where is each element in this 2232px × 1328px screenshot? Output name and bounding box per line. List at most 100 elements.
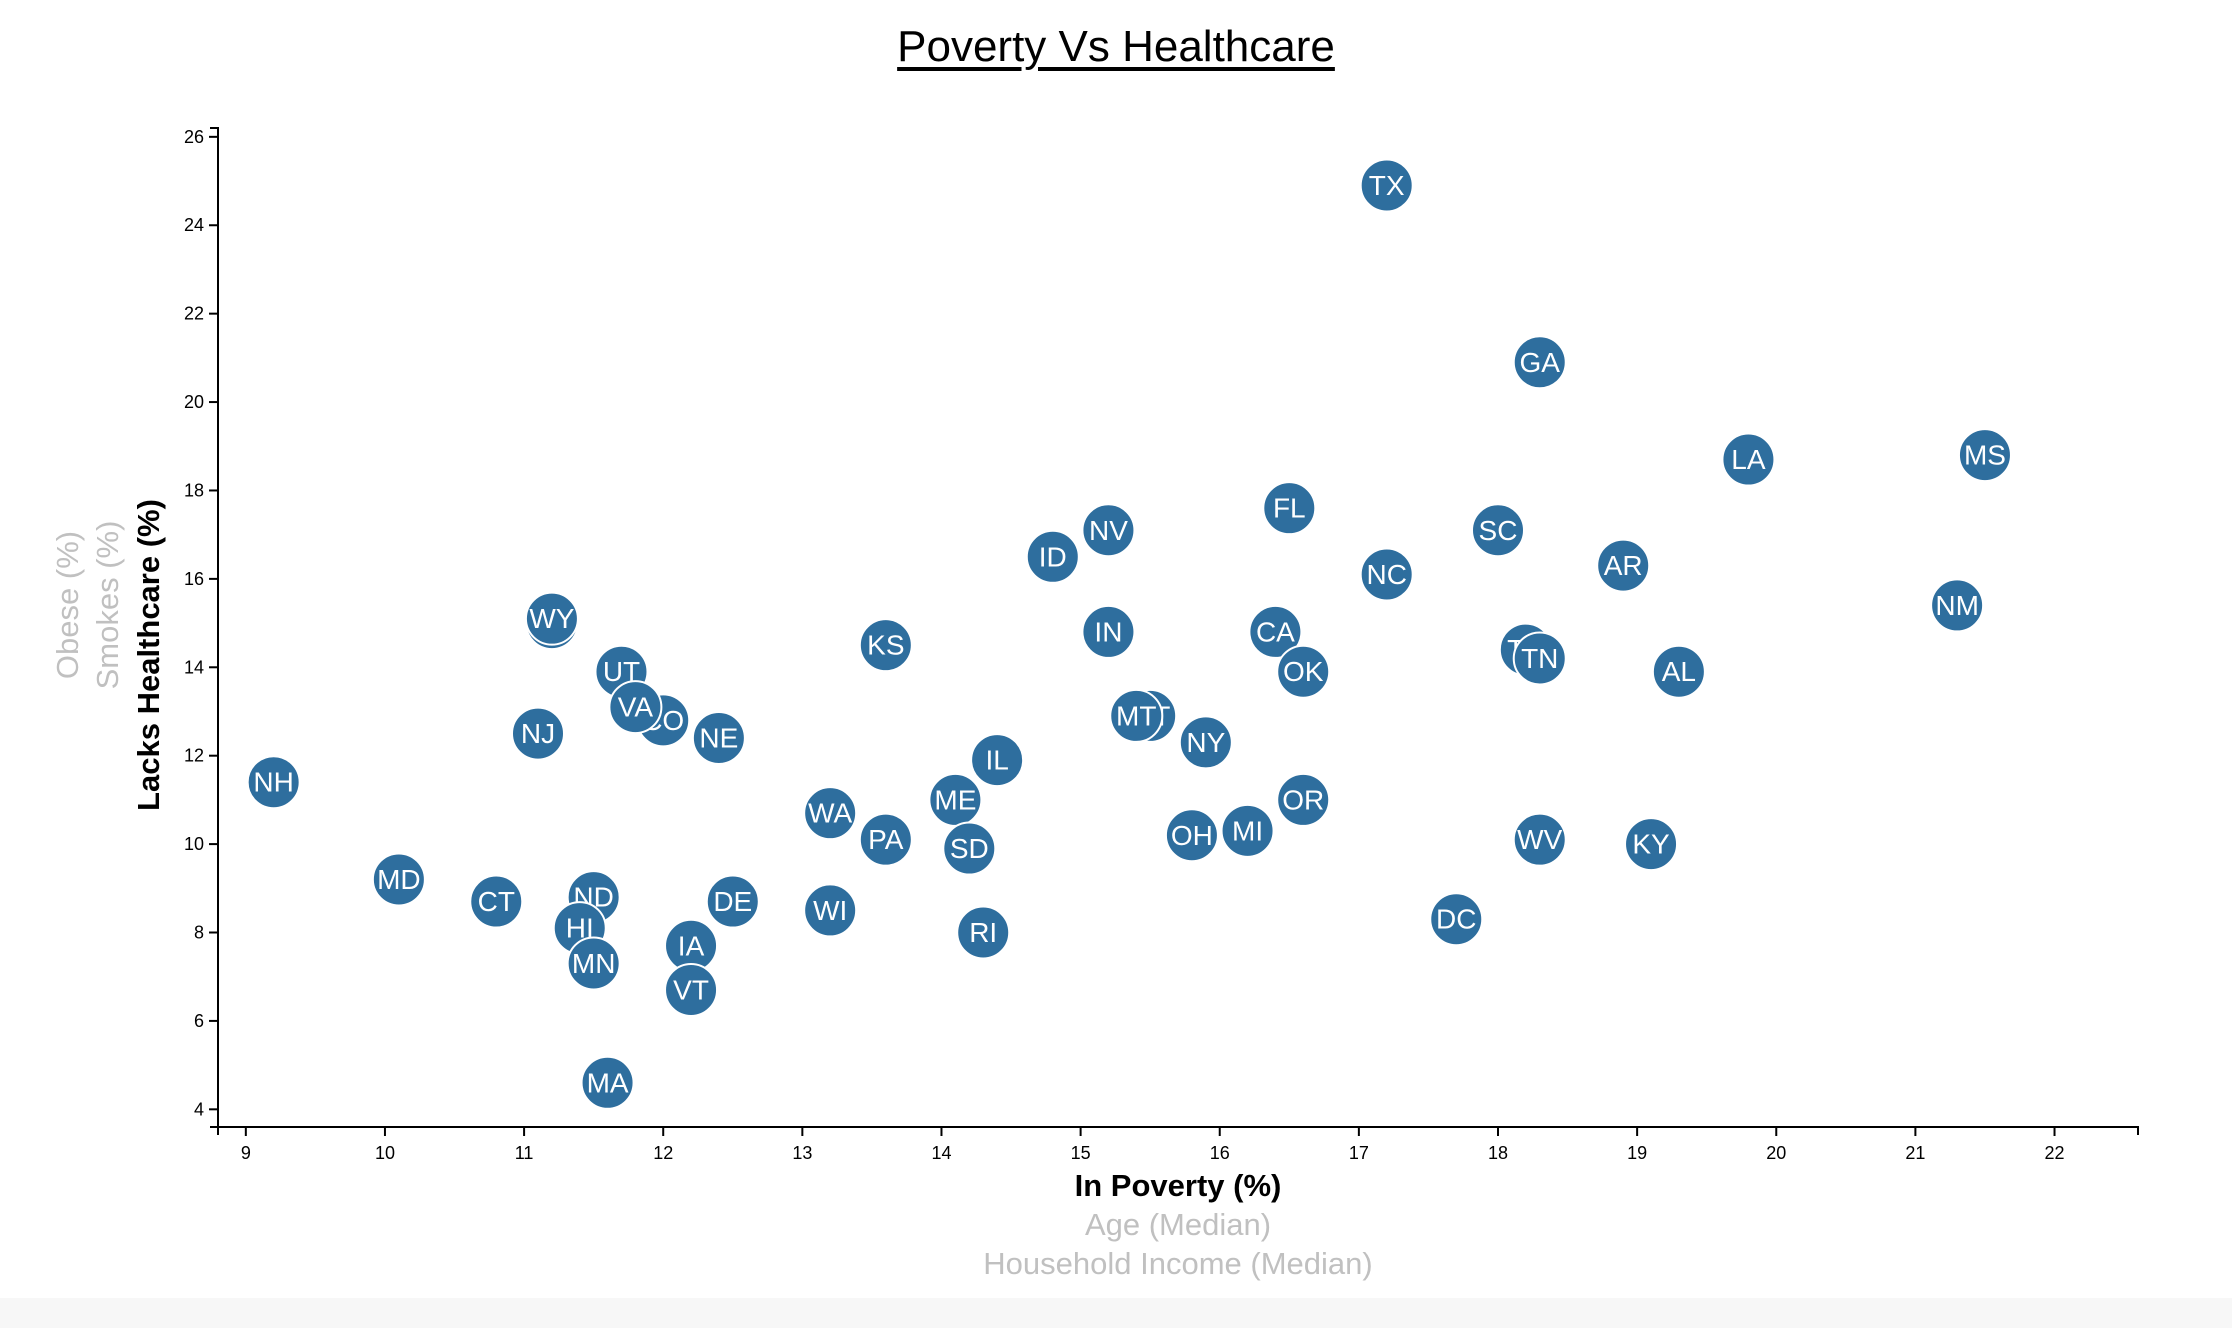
state-point-nj[interactable]: NJ [511, 706, 565, 761]
state-circle[interactable] [1721, 432, 1776, 487]
state-circle[interactable] [1276, 644, 1331, 699]
state-point-sd[interactable]: SD [942, 821, 997, 876]
state-circle[interactable] [1512, 335, 1567, 390]
state-circle[interactable] [1220, 803, 1275, 858]
state-circle[interactable] [608, 680, 663, 735]
state-point-ms[interactable]: MS [1957, 428, 2012, 483]
state-point-ny[interactable]: NY [1178, 715, 1233, 770]
state-circle[interactable] [511, 706, 565, 761]
state-point-tn[interactable]: TN [1512, 631, 1567, 686]
state-point-ok[interactable]: OK [1276, 644, 1331, 699]
state-point-wy[interactable]: WY [524, 591, 579, 646]
x-tick-label: 12 [653, 1143, 673, 1163]
x-axis-label-income[interactable]: Household Income (Median) [983, 1246, 1372, 1281]
state-point-nv[interactable]: NV [1081, 503, 1136, 558]
state-circle[interactable] [1957, 428, 2012, 483]
state-point-wv[interactable]: WV [1512, 812, 1567, 867]
y-axis-label-healthcare[interactable]: Lacks Healthcare (%) [131, 499, 166, 811]
state-circle[interactable] [1471, 503, 1525, 558]
state-point-ut[interactable]: UT [594, 644, 649, 699]
state-circle[interactable] [970, 733, 1025, 788]
state-point-me[interactable]: ME [928, 772, 983, 827]
state-point-tx[interactable]: TX [1359, 158, 1414, 213]
state-point-ne[interactable]: NE [691, 711, 746, 766]
state-circle[interactable] [803, 786, 858, 841]
state-point-ks[interactable]: KS [858, 618, 913, 673]
state-circle[interactable] [1624, 817, 1679, 872]
state-circle[interactable] [1512, 812, 1567, 867]
state-point-ca[interactable]: CA [1248, 604, 1303, 659]
state-circle[interactable] [942, 821, 997, 876]
state-label: NM [1935, 590, 1979, 621]
state-point-ma[interactable]: MA [580, 1055, 635, 1110]
state-point-sc[interactable]: SC [1471, 503, 1525, 558]
state-circle[interactable] [580, 1055, 635, 1110]
state-circle[interactable] [664, 962, 719, 1017]
state-point-va[interactable]: VA [608, 680, 663, 735]
state-circle[interactable] [1262, 481, 1317, 536]
state-circle[interactable] [1596, 538, 1651, 593]
state-circle[interactable] [1081, 503, 1136, 558]
state-circle[interactable] [1025, 529, 1080, 584]
state-point-nc[interactable]: NC [1359, 547, 1414, 602]
state-point-vt[interactable]: VT [664, 962, 719, 1017]
state-circle[interactable] [1178, 715, 1233, 770]
x-tick-label: 21 [1905, 1143, 1925, 1163]
state-point-ga[interactable]: GA [1512, 335, 1567, 390]
state-circle[interactable] [566, 936, 621, 991]
state-point-id[interactable]: ID [1025, 529, 1080, 584]
state-circle[interactable] [1651, 644, 1706, 699]
state-circle[interactable] [1081, 604, 1136, 659]
state-point-or[interactable]: OR [1276, 772, 1331, 827]
state-point-dc[interactable]: DC [1429, 892, 1484, 947]
state-point-ct[interactable]: CT [469, 874, 524, 929]
state-point-mn[interactable]: MN [566, 936, 621, 991]
y-tick-label: 16 [184, 569, 204, 589]
state-point-ri[interactable]: RI [956, 905, 1011, 960]
state-point-md[interactable]: MD [371, 852, 426, 907]
state-point-fl[interactable]: FL [1262, 481, 1317, 536]
state-point-ky[interactable]: KY [1624, 817, 1679, 872]
state-circle[interactable] [1164, 808, 1219, 863]
x-axis-label-poverty[interactable]: In Poverty (%) [1075, 1168, 1282, 1203]
x-tick: 16 [1210, 1127, 1230, 1163]
state-point-ia[interactable]: IA [664, 918, 719, 973]
state-circle[interactable] [1359, 158, 1414, 213]
state-circle[interactable] [1248, 604, 1303, 659]
state-circle[interactable] [469, 874, 524, 929]
state-circle[interactable] [1276, 772, 1331, 827]
y-axis-label-obese[interactable]: Obese (%) [50, 531, 85, 679]
state-circle[interactable] [1359, 547, 1414, 602]
state-point-al[interactable]: AL [1651, 644, 1706, 699]
state-circle[interactable] [858, 618, 913, 673]
state-point-il[interactable]: IL [970, 733, 1025, 788]
state-circle[interactable] [1429, 892, 1484, 947]
state-point-nh[interactable]: NH [246, 755, 301, 810]
state-point-de[interactable]: DE [705, 874, 760, 929]
x-tick-label: 22 [2045, 1143, 2065, 1163]
state-circle[interactable] [956, 905, 1011, 960]
state-circle[interactable] [1512, 631, 1567, 686]
state-point-mi[interactable]: MI [1220, 803, 1275, 858]
state-circle[interactable] [705, 874, 760, 929]
state-circle[interactable] [803, 883, 858, 938]
state-circle[interactable] [371, 852, 426, 907]
state-point-nm[interactable]: NM [1930, 578, 1985, 633]
state-point-wi[interactable]: WI [803, 883, 858, 938]
state-circle[interactable] [524, 591, 579, 646]
state-circle[interactable] [1930, 578, 1985, 633]
state-point-wa[interactable]: WA [803, 786, 858, 841]
state-circle[interactable] [246, 755, 301, 810]
state-point-pa[interactable]: PA [858, 812, 913, 867]
state-circle[interactable] [858, 812, 913, 867]
state-point-oh[interactable]: OH [1164, 808, 1219, 863]
state-point-in[interactable]: IN [1081, 604, 1136, 659]
state-circle[interactable] [691, 711, 746, 766]
y-axis-label-smokes[interactable]: Smokes (%) [90, 521, 125, 690]
y-tick: 24 [184, 215, 218, 235]
x-axis-label-age[interactable]: Age (Median) [1085, 1207, 1271, 1242]
state-point-mt[interactable]: MT [1109, 688, 1164, 743]
state-circle[interactable] [1109, 688, 1164, 743]
state-point-la[interactable]: LA [1721, 432, 1776, 487]
state-point-ar[interactable]: AR [1596, 538, 1651, 593]
